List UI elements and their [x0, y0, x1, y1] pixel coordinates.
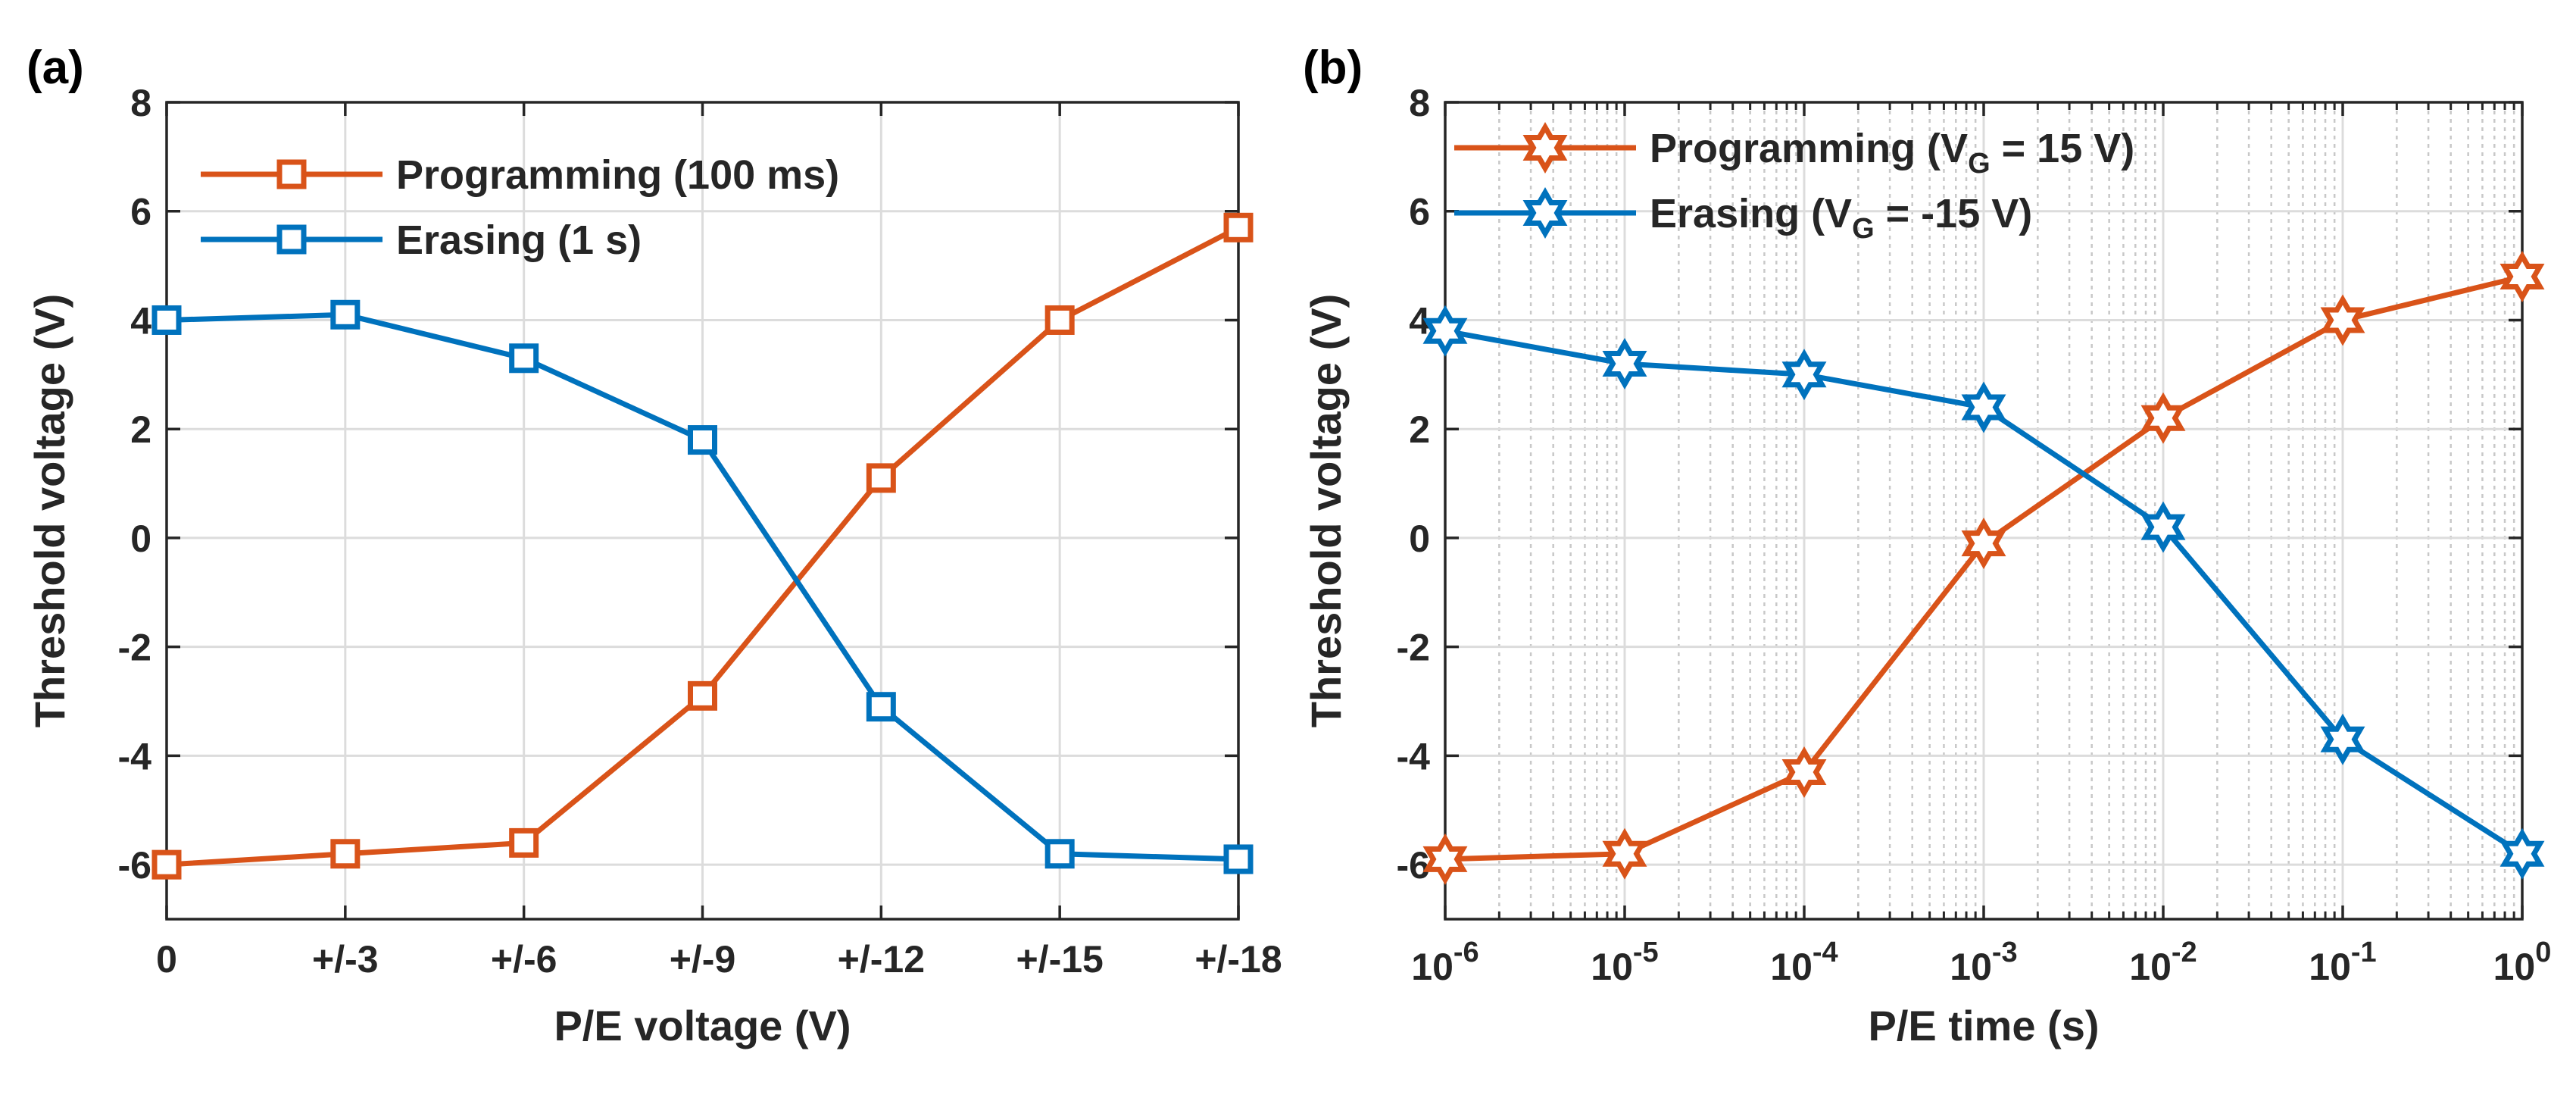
legend-label: Programming (100 ms)	[396, 152, 839, 198]
data-point	[1602, 338, 1647, 389]
series-programming	[151, 212, 1254, 880]
y-tick-label: -4	[1397, 735, 1431, 777]
y-tick-label: -2	[1397, 627, 1430, 669]
x-tick-label: +/-9	[670, 938, 736, 981]
legend-entry-erasing: Erasing (VG = -15 V)	[1454, 187, 2032, 245]
data-point	[1422, 305, 1468, 357]
x-tick-label: 10-6	[1411, 937, 1478, 988]
legend-entry-programming: Programming (100 ms)	[201, 152, 839, 198]
panel-a: -6 -4 -2 0 2 4 6 8 0 +/-3 +/-6 +/-9 +/-12 +/-15 +/-18 P…	[26, 42, 1282, 1049]
data-point	[2140, 501, 2186, 553]
data-point	[866, 692, 896, 722]
data-point	[1961, 381, 2006, 433]
x-tick-label: 10-5	[1591, 937, 1658, 988]
legend-label: Programming (VG = 15 V)	[1650, 126, 2134, 180]
series-erasing	[1422, 305, 2545, 880]
y-tick-label: 0	[1409, 518, 1430, 560]
y-tick-label: 0	[130, 518, 151, 560]
series-programming	[1422, 251, 2545, 885]
x-tick-label: 10-3	[1950, 937, 2017, 988]
data-point	[688, 425, 717, 455]
y-tick-label: -6	[1397, 844, 1430, 887]
data-point	[330, 839, 361, 869]
x-tick-label: 100	[2493, 937, 2552, 988]
y-tick-label: 8	[130, 82, 151, 124]
legend-marker	[276, 159, 307, 189]
x-tick-label: 0	[156, 938, 177, 981]
x-tick-label: +/-6	[491, 938, 557, 981]
legend-label: Erasing (1 s)	[396, 217, 642, 263]
data-point	[1223, 212, 1254, 242]
data-point	[1422, 833, 1468, 885]
y-tick-label: 2	[130, 408, 151, 451]
data-point	[1781, 746, 1827, 798]
panel-label: (b)	[1303, 42, 1363, 94]
x-tick-label: +/-18	[1194, 938, 1282, 981]
data-point	[1781, 349, 1827, 401]
x-tick-label: 10-1	[2309, 937, 2376, 988]
x-tick-label: 10-4	[1770, 937, 1838, 988]
data-point	[2320, 294, 2365, 346]
y-axis-label: Threshold voltage (V)	[26, 294, 73, 728]
legend-label: Erasing (VG = -15 V)	[1650, 191, 2032, 245]
data-point	[1602, 827, 1647, 880]
data-point	[1961, 518, 2006, 570]
data-point	[330, 299, 361, 330]
legend-entry-programming: Programming (VG = 15 V)	[1454, 122, 2134, 180]
data-point	[1223, 844, 1254, 874]
legend-marker	[276, 224, 307, 255]
legend-marker	[1522, 122, 1568, 174]
y-tick-label: 8	[1409, 82, 1430, 124]
legend-entry-erasing: Erasing (1 s)	[201, 217, 642, 263]
data-point	[866, 463, 896, 493]
data-point	[151, 305, 182, 335]
y-tick-label: -6	[118, 844, 151, 887]
data-point	[1044, 839, 1075, 869]
data-point	[1044, 305, 1075, 335]
x-tick-label: 10-2	[2129, 937, 2197, 988]
panel-label: (a)	[27, 42, 84, 94]
x-tick-label: +/-3	[312, 938, 379, 981]
x-tick-label: +/-12	[838, 938, 925, 981]
data-point	[2140, 392, 2186, 444]
data-point	[2320, 713, 2365, 765]
y-axis-label: Threshold voltage (V)	[1302, 294, 1350, 728]
data-point	[509, 343, 539, 374]
y-tick-label: 2	[1409, 408, 1430, 451]
y-tick-label: -2	[118, 627, 151, 669]
x-tick-label: +/-15	[1016, 938, 1103, 981]
series-erasing	[151, 299, 1254, 874]
y-tick-label: 4	[130, 299, 151, 342]
data-point	[2500, 251, 2545, 302]
x-axis-label: P/E voltage (V)	[554, 1002, 851, 1049]
y-tick-label: 6	[130, 191, 151, 233]
data-point	[2500, 827, 2545, 880]
data-point	[151, 849, 182, 880]
data-point	[509, 827, 539, 858]
legend-marker	[1522, 187, 1568, 239]
y-tick-label: -4	[118, 735, 152, 777]
y-tick-label: 6	[1409, 191, 1430, 233]
x-axis-label: P/E time (s)	[1869, 1002, 2100, 1049]
data-point	[688, 680, 717, 711]
